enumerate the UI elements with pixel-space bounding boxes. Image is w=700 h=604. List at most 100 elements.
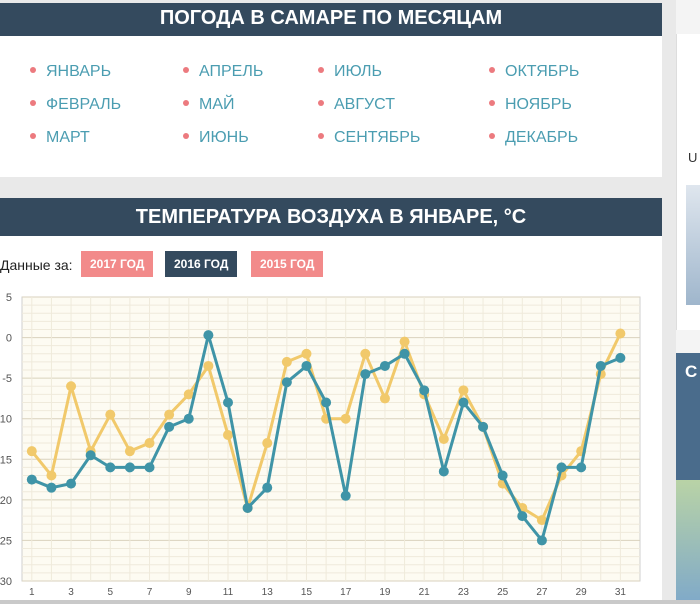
x-tick-label: 9 — [186, 587, 192, 598]
month-link-april[interactable]: АПРЕЛЬ — [183, 63, 263, 81]
data-point — [399, 336, 410, 347]
temperature-chart: 50-5-10-15-20-25-30135791113151719212325… — [0, 292, 641, 598]
data-point — [399, 348, 410, 359]
data-point — [144, 438, 155, 449]
x-tick-label: 13 — [262, 587, 274, 598]
data-point — [164, 421, 175, 432]
bullet-icon — [30, 99, 36, 106]
data-point — [517, 511, 528, 522]
data-point — [223, 429, 233, 440]
months-list: ЯНВАРЬ ФЕВРАЛЬ МАРТ АПРЕЛЬ МАЙ ИЮНЬ ИЮЛЬ… — [0, 36, 662, 177]
month-link-march[interactable]: МАРТ — [30, 129, 90, 147]
data-point — [105, 462, 116, 473]
year-filter-label: Данные за: — [0, 257, 73, 273]
section-gap — [0, 177, 662, 198]
data-point — [262, 438, 273, 449]
y-tick-label: 0 — [6, 333, 12, 345]
data-point — [536, 515, 547, 526]
data-point — [340, 490, 351, 501]
month-link-june[interactable]: ИЮНЬ — [183, 129, 249, 147]
data-point — [360, 348, 371, 359]
x-tick-label: 19 — [379, 587, 391, 598]
month-link-september[interactable]: СЕНТЯБРЬ — [318, 129, 420, 147]
year-button-2016[interactable]: 2016 ГОД — [165, 251, 238, 277]
data-point — [576, 462, 587, 473]
x-tick-label: 29 — [576, 587, 588, 598]
bullet-icon — [318, 66, 324, 73]
plot-area — [21, 296, 641, 582]
data-point — [203, 360, 214, 371]
bullet-icon — [183, 99, 189, 106]
data-point — [281, 356, 292, 367]
y-tick-label: 5 — [6, 292, 12, 304]
month-link-july[interactable]: ИЮЛЬ — [318, 63, 382, 81]
y-tick-label: -20 — [0, 495, 12, 507]
data-point — [105, 409, 116, 420]
month-link-october[interactable]: ОКТЯБРЬ — [489, 63, 579, 81]
data-point — [458, 385, 469, 396]
months-header: ПОГОДА В САМАРЕ ПО МЕСЯЦАМ — [0, 3, 662, 36]
year-button-2015[interactable]: 2015 ГОД — [251, 251, 324, 277]
x-tick-label: 17 — [340, 587, 352, 598]
data-point — [301, 348, 312, 359]
data-point — [183, 413, 194, 424]
data-point — [203, 330, 214, 341]
sidebar-widget-image — [686, 185, 700, 305]
bottom-divider — [0, 600, 700, 604]
x-tick-label: 23 — [458, 587, 470, 598]
x-tick-label: 21 — [419, 587, 431, 598]
month-link-february[interactable]: ФЕВРАЛЬ — [30, 96, 121, 114]
data-point — [340, 413, 351, 424]
x-tick-label: 27 — [536, 587, 548, 598]
data-point — [360, 369, 371, 380]
data-point — [66, 478, 77, 489]
data-point — [321, 397, 332, 408]
sidebar-widget-letter: U — [688, 150, 698, 165]
data-point — [46, 470, 57, 481]
month-link-august[interactable]: АВГУСТ — [318, 96, 395, 114]
data-point — [458, 397, 469, 408]
data-point — [26, 446, 37, 457]
sidebar-widget-2-letter: C — [685, 362, 698, 381]
sidebar-map-image — [676, 480, 700, 604]
year-button-2017[interactable]: 2017 ГОД — [81, 251, 154, 277]
data-point — [379, 393, 390, 404]
data-point — [46, 482, 57, 493]
main-content: ПОГОДА В САМАРЕ ПО МЕСЯЦАМ ЯНВАРЬ ФЕВРАЛ… — [0, 3, 662, 604]
y-tick-label: -5 — [2, 373, 12, 385]
data-point — [124, 462, 135, 473]
y-tick-label: -10 — [0, 414, 12, 426]
y-tick-label: -30 — [0, 576, 12, 588]
x-tick-label: 7 — [147, 587, 153, 598]
bullet-icon — [183, 132, 189, 139]
data-point — [164, 409, 175, 420]
bullet-icon — [489, 132, 495, 139]
month-link-december[interactable]: ДЕКАБРЬ — [489, 129, 578, 147]
data-point — [536, 535, 547, 546]
data-point — [615, 352, 626, 363]
months-header-title: ПОГОДА В САМАРЕ ПО МЕСЯЦАМ — [159, 7, 503, 29]
x-tick-label: 31 — [615, 587, 627, 598]
data-point — [595, 360, 606, 371]
data-point — [419, 385, 430, 396]
bullet-icon — [489, 66, 495, 73]
temperature-header-title: ТЕМПЕРАТУРА ВОЗДУХА В ЯНВАРЕ, °C — [135, 206, 527, 228]
x-tick-label: 15 — [301, 587, 313, 598]
data-point — [615, 328, 626, 339]
bullet-icon — [183, 66, 189, 73]
bullet-icon — [30, 132, 36, 139]
month-link-january[interactable]: ЯНВАРЬ — [30, 63, 111, 81]
data-point — [85, 450, 96, 461]
x-tick-label: 3 — [68, 587, 74, 598]
data-point — [183, 389, 194, 400]
data-point — [66, 381, 77, 392]
data-point — [556, 462, 567, 473]
y-tick-label: -25 — [0, 535, 12, 547]
x-tick-label: 25 — [497, 587, 509, 598]
data-point — [438, 466, 449, 477]
month-link-may[interactable]: МАЙ — [183, 96, 235, 114]
data-point — [281, 377, 292, 388]
month-link-november[interactable]: НОЯБРЬ — [489, 96, 572, 114]
data-point — [26, 474, 37, 485]
bullet-icon — [30, 66, 36, 73]
